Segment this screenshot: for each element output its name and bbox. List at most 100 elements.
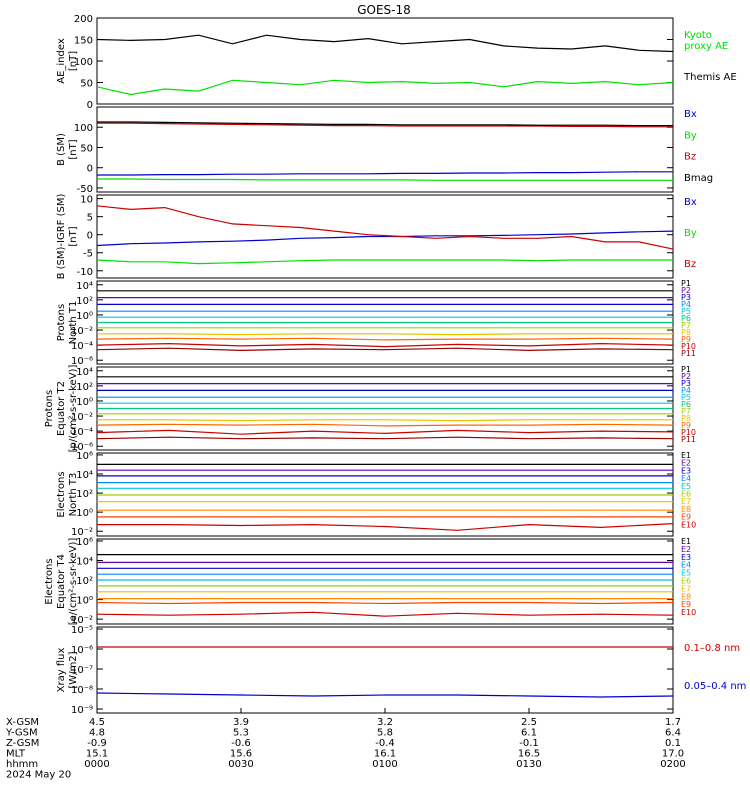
series-line-p9: [96, 337, 674, 341]
legend-entry: 0.05–0.4 nm: [684, 681, 746, 692]
series-line-by: [96, 259, 673, 265]
panel-frame: [96, 194, 674, 279]
legend-entry: P4: [681, 386, 691, 395]
y-tick-label: 10²: [76, 296, 93, 307]
legend-entry: E8: [681, 592, 691, 601]
panel-frame: [96, 106, 674, 193]
chart-title: GOES-18: [357, 3, 411, 17]
y-axis-label: [e/(cm²-s-sr-keV)]: [68, 538, 79, 626]
legend-entry: P1: [681, 279, 691, 288]
y-tick-label: 200: [74, 14, 93, 25]
y-axis-label: North T1: [68, 301, 79, 345]
legend-entry: P4: [681, 300, 691, 309]
y-tick-label: 10²: [76, 489, 93, 500]
y-tick-label: 150: [74, 36, 93, 47]
legend-entry: E4: [681, 561, 691, 570]
y-tick-label: 10⁻⁴: [71, 341, 93, 352]
legend-entry: E9: [681, 513, 691, 522]
series-line-bx: [96, 230, 674, 247]
y-tick-label: 10⁶: [76, 451, 93, 462]
y-axis-label: Equator T4: [56, 554, 67, 609]
y-axis-label: B (SM)-IGRF (SM): [56, 194, 67, 280]
legend-entry: E3: [681, 553, 691, 562]
series-line-0-05-0-4-nm: [96, 692, 674, 698]
legend-entry: P6: [681, 314, 691, 323]
legend-entry: Bmag: [684, 173, 713, 184]
y-tick-label: 10⁻⁶: [71, 356, 93, 367]
x-axis-row-label: Z-GSM: [6, 738, 39, 749]
x-axis-value: 0.1: [665, 738, 681, 749]
legend-entry: P8: [681, 414, 691, 423]
x-axis-value: 3.9: [233, 717, 249, 728]
x-axis-row-label: Y-GSM: [5, 728, 38, 739]
y-tick-label: 10⁻²: [71, 527, 93, 538]
legend-entry: By: [684, 130, 697, 141]
x-axis-value: 4.8: [89, 728, 105, 739]
series-line-e10: [97, 523, 674, 531]
y-axis-label: [W/m2]: [68, 651, 79, 688]
x-axis-value: 4.5: [89, 717, 105, 728]
legend-entry: E6: [681, 490, 691, 499]
x-axis-value: 5.8: [377, 728, 393, 739]
y-tick-label: 10⁴: [76, 556, 93, 567]
y-tick-label: 10⁻²: [71, 615, 93, 626]
y-tick-label: 0: [87, 100, 93, 111]
y-axis-label: North T3: [68, 473, 79, 517]
series-line-p11: [96, 347, 674, 352]
x-axis-value: -0.4: [375, 738, 395, 749]
legend-entry: P9: [681, 335, 691, 344]
y-tick-label: 10⁰: [76, 311, 93, 322]
y-tick-label: 0: [87, 164, 93, 175]
legend-entry: E1: [681, 537, 691, 546]
legend-entry: E2: [681, 545, 691, 554]
y-tick-label: 10⁴: [76, 367, 93, 378]
y-tick-label: 10⁴: [76, 470, 93, 481]
y-axis-label: [nT]: [68, 51, 79, 71]
legend-entry: P8: [681, 328, 691, 337]
legend-entry: E5: [681, 569, 691, 578]
y-axis-label: [p/(cm²-s-sr-keV)]: [68, 365, 79, 453]
legend-entry: P11: [681, 435, 696, 444]
panel-5: 10⁻⁶ 10⁻⁴ 10⁻² 10⁰ 10² 10⁴ Protons Equator T2 [p…: [44, 365, 696, 454]
y-axis-label: [nT]: [68, 226, 79, 246]
legend-entry: E2: [681, 459, 691, 468]
series-line-p11: [96, 436, 674, 440]
legend-entry: E3: [681, 466, 691, 475]
y-tick-label: 10⁶: [76, 537, 93, 548]
y-axis-label: Protons: [56, 304, 67, 341]
y-axis-label: AE_index: [56, 38, 67, 84]
y-tick-label: 10: [80, 195, 93, 206]
y-tick-label: 10⁻⁷: [71, 665, 93, 676]
panel-4: 10⁻⁶ 10⁻⁴ 10⁻² 10⁰ 10² 10⁴ Protons North T1 P1P2…: [56, 279, 696, 367]
legend-entry: P7: [681, 407, 691, 416]
x-axis-value: 0100: [372, 759, 397, 770]
panel-2: -50 0 50 100 B (SM) [nT] Bx By Bz Bmag: [56, 106, 713, 195]
x-axis-value: 6.1: [521, 728, 537, 739]
x-axis-value: 0000: [84, 759, 109, 770]
y-axis-label: Electrons: [44, 558, 55, 604]
x-axis-value: 15.1: [86, 749, 108, 760]
y-tick-label: 10⁰: [76, 508, 93, 519]
y-tick-label: 10⁻²: [71, 412, 93, 423]
x-axis-row-label: hhmm: [6, 759, 38, 770]
legend-entry: P10: [681, 428, 696, 437]
y-axis-label: Xray flux: [56, 648, 67, 693]
legend-entry: E9: [681, 600, 691, 609]
x-axis-value: 3.2: [377, 717, 393, 728]
y-tick-label: 10⁰: [76, 596, 93, 607]
x-axis-value: 6.4: [665, 728, 681, 739]
series-line-p10: [96, 342, 674, 348]
series-line-p8: [97, 419, 673, 422]
y-tick-label: 10²: [76, 576, 93, 587]
legend-entry: By: [684, 228, 697, 239]
y-tick-label: 0: [87, 231, 93, 242]
legend-entry: Bz: [684, 259, 696, 270]
series-line-p8: [97, 333, 673, 336]
x-axis-row-label: 2024 May 20: [6, 770, 71, 781]
x-axis-value: 5.3: [233, 728, 249, 739]
series-line-e9: [96, 601, 674, 605]
series-line-by: [97, 178, 673, 181]
y-tick-label: -10: [77, 267, 93, 278]
